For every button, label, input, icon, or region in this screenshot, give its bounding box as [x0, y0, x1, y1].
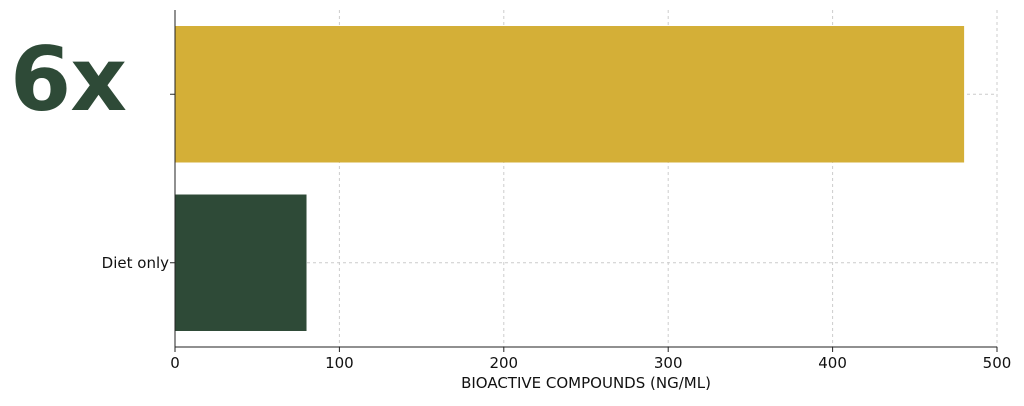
bar [175, 26, 965, 163]
y-tick-label: Diet only [102, 254, 169, 272]
x-axis-label: BIOACTIVE COMPOUNDS (NG/ML) [461, 374, 711, 392]
headline-multiplier: 6x [10, 28, 127, 131]
axis-layer: 0 100 200 300 400 500 Diet only [102, 10, 1012, 372]
x-tick-label: 500 [983, 354, 1012, 372]
headline-fade [118, 80, 174, 106]
bar [175, 194, 307, 331]
x-tick-label: 400 [818, 354, 847, 372]
bar-layer [175, 26, 965, 331]
x-tick-label: 200 [489, 354, 518, 372]
x-tick-label: 300 [654, 354, 683, 372]
x-tick-label: 100 [325, 354, 354, 372]
x-tick-label: 0 [170, 354, 180, 372]
